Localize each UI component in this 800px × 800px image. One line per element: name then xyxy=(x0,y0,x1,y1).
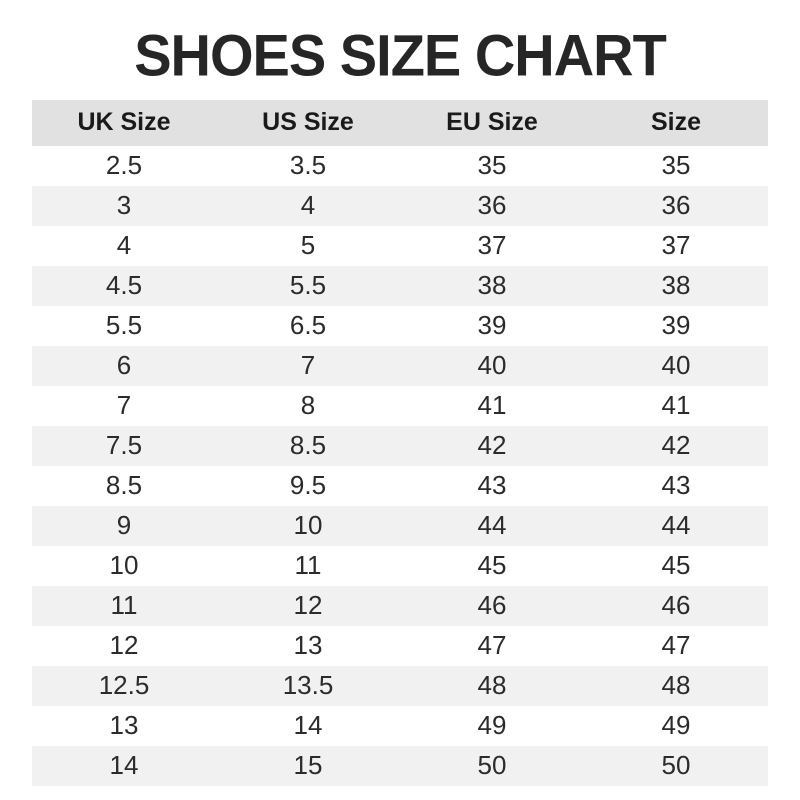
table-row: 2.5 3.5 35 35 xyxy=(32,145,768,186)
table-cell: 47 xyxy=(477,630,507,661)
table-cell: 7.5 xyxy=(105,430,143,461)
table-cell: 12.5 xyxy=(98,670,150,701)
table-cell: 45 xyxy=(661,550,691,581)
table-row: 7.5 8.5 42 42 xyxy=(32,425,768,466)
header-cell: US Size xyxy=(216,99,400,146)
header-row: UK Size US Size EU Size Size xyxy=(32,99,768,146)
table-cell: 48 xyxy=(661,670,691,701)
table-cell: 44 xyxy=(477,510,507,541)
table-cell: 39 xyxy=(477,310,507,341)
table-cell: 35 xyxy=(477,150,507,181)
table-cell: 35 xyxy=(661,150,691,181)
table-row: 5.5 6.5 39 39 xyxy=(32,305,768,346)
table-cell: 5 xyxy=(300,230,316,261)
table-row: 3 4 36 36 xyxy=(32,185,768,226)
table-cell: 10 xyxy=(109,550,139,581)
header-cell: EU Size xyxy=(400,99,584,146)
table-row: 6 7 40 40 xyxy=(32,345,768,386)
table-cell: 4 xyxy=(116,230,132,261)
table-cell: 37 xyxy=(477,230,507,261)
table-cell: 50 xyxy=(661,750,691,781)
table-cell: 44 xyxy=(661,510,691,541)
table-cell: 14 xyxy=(109,750,139,781)
size-chart-table: UK Size US Size EU Size Size 2.5 3.5 35 35 3 4 36… xyxy=(32,99,768,786)
table-body: 2.5 3.5 35 35 3 4 36 36 4 5 37 37 4.5 5.5 38 38 5.5 6.5 39… xyxy=(32,145,768,786)
table-cell: 2.5 xyxy=(105,150,143,181)
table-row: 10 11 45 45 xyxy=(32,545,768,586)
table-cell: 4.5 xyxy=(105,270,143,301)
table-cell: 6 xyxy=(116,350,132,381)
table-cell: 3.5 xyxy=(289,150,327,181)
table-cell: 8.5 xyxy=(105,470,143,501)
table-cell: 42 xyxy=(477,430,507,461)
table-cell: 9.5 xyxy=(289,470,327,501)
table-cell: 48 xyxy=(477,670,507,701)
table-row: 4.5 5.5 38 38 xyxy=(32,265,768,306)
table-cell: 36 xyxy=(661,190,691,221)
table-row: 12.5 13.5 48 48 xyxy=(32,665,768,706)
table-cell: 42 xyxy=(661,430,691,461)
table-row: 9 10 44 44 xyxy=(32,505,768,546)
table-cell: 3 xyxy=(116,190,132,221)
table-cell: 15 xyxy=(293,750,323,781)
table-row: 7 8 41 41 xyxy=(32,385,768,426)
table-cell: 41 xyxy=(477,390,507,421)
header-cell: Size xyxy=(584,99,768,146)
table-cell: 7 xyxy=(116,390,132,421)
table-cell: 10 xyxy=(293,510,323,541)
table-cell: 38 xyxy=(661,270,691,301)
table-row: 11 12 46 46 xyxy=(32,585,768,626)
table-cell: 43 xyxy=(477,470,507,501)
page-title: SHOES SIZE CHART xyxy=(134,22,667,89)
table-cell: 13 xyxy=(109,710,139,741)
table-cell: 13 xyxy=(293,630,323,661)
table-row: 13 14 49 49 xyxy=(32,705,768,746)
table-cell: 11 xyxy=(110,590,138,621)
table-cell: 46 xyxy=(661,590,691,621)
table-cell: 5.5 xyxy=(289,270,327,301)
table-row: 8.5 9.5 43 43 xyxy=(32,465,768,506)
table-header: UK Size US Size EU Size Size xyxy=(32,99,768,146)
table-cell: 37 xyxy=(661,230,691,261)
table-cell: 36 xyxy=(477,190,507,221)
table-cell: 49 xyxy=(477,710,507,741)
table-cell: 45 xyxy=(477,550,507,581)
table-cell: 46 xyxy=(477,590,507,621)
table-cell: 4 xyxy=(300,190,316,221)
table-row: 4 5 37 37 xyxy=(32,225,768,266)
table-cell: 7 xyxy=(300,350,316,381)
table-cell: 14 xyxy=(293,710,323,741)
table-row: 12 13 47 47 xyxy=(32,625,768,666)
table-cell: 12 xyxy=(109,630,139,661)
table-cell: 11 xyxy=(294,550,322,581)
table-cell: 6.5 xyxy=(289,310,327,341)
table-cell: 43 xyxy=(661,470,691,501)
table-cell: 40 xyxy=(661,350,691,381)
table-cell: 39 xyxy=(661,310,691,341)
table-cell: 13.5 xyxy=(282,670,334,701)
table-cell: 38 xyxy=(477,270,507,301)
table-cell: 5.5 xyxy=(105,310,143,341)
table-cell: 49 xyxy=(661,710,691,741)
table-row: 14 15 50 50 xyxy=(32,745,768,786)
table-cell: 41 xyxy=(661,390,691,421)
table-cell: 9 xyxy=(116,510,132,541)
table-cell: 8.5 xyxy=(289,430,327,461)
table-cell: 8 xyxy=(300,390,316,421)
header-cell: UK Size xyxy=(32,99,216,146)
table-cell: 47 xyxy=(661,630,691,661)
table-cell: 12 xyxy=(293,590,323,621)
table-cell: 40 xyxy=(477,350,507,381)
table-cell: 50 xyxy=(477,750,507,781)
